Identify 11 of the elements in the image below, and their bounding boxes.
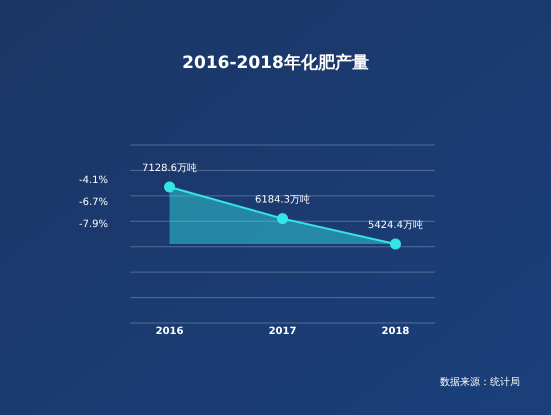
chart-title: 2016-2018年化肥产量 xyxy=(182,53,369,73)
x-tick-label: 2016 xyxy=(156,326,184,337)
source-note: 数据来源：统计局 xyxy=(440,376,520,388)
data-label: 7128.6万吨 xyxy=(142,162,198,174)
data-label: 5424.4万吨 xyxy=(368,219,423,231)
text: -4.1% xyxy=(78,175,108,186)
text: -6.7% xyxy=(78,197,108,208)
x-tick-label: 2017 xyxy=(268,326,296,337)
x-tick-label: 2018 xyxy=(382,326,410,337)
data-label: 6184.3万吨 xyxy=(255,194,310,206)
text: -7.9% xyxy=(78,219,108,230)
